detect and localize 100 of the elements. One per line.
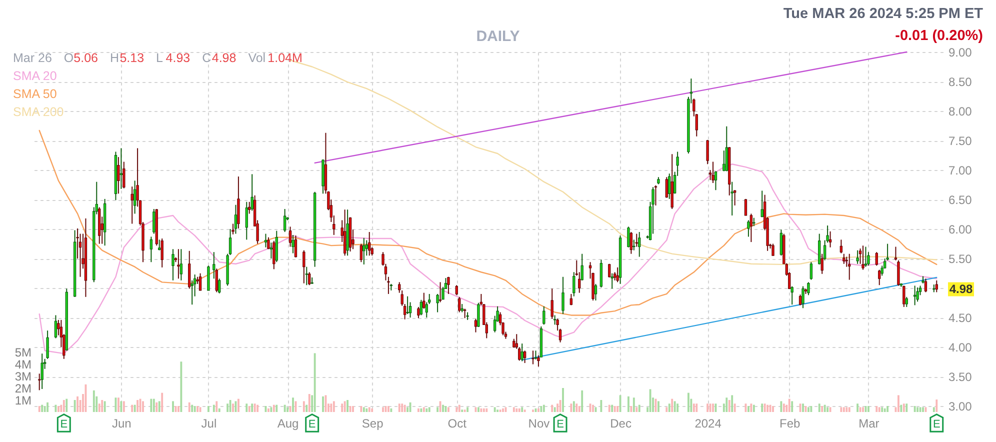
- candlestick: [425, 302, 428, 318]
- y2-tick-label: 2M: [14, 382, 32, 396]
- candlestick: [272, 240, 276, 270]
- candlestick: [532, 350, 534, 365]
- candlestick: [632, 239, 636, 251]
- y2-tick-label: 4M: [14, 358, 32, 372]
- candlestick: [924, 278, 928, 293]
- candlestick: [668, 173, 671, 200]
- candlestick: [360, 243, 363, 263]
- candlestick: [474, 318, 478, 333]
- candlestick: [630, 232, 633, 254]
- y-tick-label: 4.00: [948, 340, 972, 355]
- candlestick: [864, 246, 868, 268]
- candlestick: [207, 265, 210, 291]
- candlestick: [294, 235, 298, 258]
- candlestick: [828, 230, 832, 248]
- candlestick: [458, 296, 461, 313]
- candlestick: [722, 150, 726, 172]
- candlestick: [802, 286, 804, 309]
- candlestick: [477, 302, 480, 328]
- candlestick: [275, 230, 278, 263]
- candlestick: [862, 245, 864, 270]
- candlestick: [534, 350, 538, 360]
- candlestick: [455, 284, 458, 296]
- candlestick: [894, 246, 898, 261]
- candlestick: [848, 253, 851, 280]
- annotation: H: [110, 51, 120, 65]
- candlestick: [117, 156, 120, 194]
- x-tick-label: Jun: [112, 416, 132, 430]
- candlestick: [158, 239, 161, 251]
- candlestick: [422, 292, 426, 310]
- candlestick: [635, 233, 638, 248]
- candlestick: [38, 373, 41, 391]
- text: SMA 200: [13, 105, 64, 119]
- candlestick: [292, 234, 294, 254]
- candlestick: [152, 208, 156, 234]
- y-tick-label: 9.00: [948, 46, 972, 60]
- candlestick: [130, 186, 134, 224]
- y-tick-label: 7.50: [948, 134, 972, 148]
- annotation: 5.06: [74, 51, 98, 65]
- candlestick: [902, 285, 906, 308]
- candlestick: [368, 232, 371, 256]
- candlestick: [54, 314, 58, 339]
- candlestick: [820, 253, 824, 274]
- candlestick: [362, 237, 366, 265]
- candlestick: [46, 330, 49, 360]
- y-tick-label: 4.50: [948, 311, 972, 326]
- annotation: 1.04M: [268, 51, 302, 65]
- candlestick: [245, 201, 248, 240]
- x-tick-label: 2024: [694, 416, 722, 430]
- candlestick: [343, 209, 346, 256]
- candlestick: [772, 243, 774, 256]
- candlestick: [212, 252, 216, 280]
- candlestick: [780, 229, 783, 256]
- annotation: 4.93: [166, 51, 190, 65]
- candlestick: [665, 176, 668, 198]
- candlestick: [790, 286, 794, 306]
- candlestick: [177, 248, 180, 280]
- candlestick: [627, 226, 630, 248]
- candlestick: [438, 282, 442, 303]
- candlestick: [638, 232, 641, 258]
- candlestick: [807, 282, 810, 296]
- candlestick: [594, 283, 598, 301]
- candlestick: [733, 190, 736, 206]
- y2-tick-label: 1M: [14, 394, 32, 408]
- annotation: Vol: [248, 51, 266, 65]
- y2-tick-label: 3M: [14, 370, 32, 384]
- annotation: E: [308, 418, 316, 430]
- candlestick: [608, 263, 611, 278]
- x-tick-label: Jul: [201, 416, 217, 430]
- x-tick-label: Nov: [528, 416, 550, 430]
- candlestick: [725, 126, 728, 172]
- candlestick: [288, 226, 292, 248]
- text: SMA 20: [13, 69, 57, 83]
- candlestick: [523, 350, 526, 364]
- candlestick: [905, 296, 908, 308]
- x-tick-label: Feb: [780, 416, 801, 430]
- candlestick: [218, 278, 221, 294]
- candlestick: [172, 248, 174, 281]
- candlestick: [180, 248, 183, 281]
- text: SMA 50: [13, 87, 57, 101]
- candlestick: [302, 250, 306, 284]
- candlestick: [188, 250, 191, 290]
- candlestick: [308, 272, 311, 286]
- x-tick-label: Sep: [362, 416, 384, 430]
- candlestick: [714, 170, 718, 191]
- candlestick: [198, 272, 202, 291]
- candlestick: [520, 343, 524, 362]
- candlestick: [610, 272, 614, 290]
- candlestick: [250, 174, 254, 212]
- x-tick-label: Mar: [858, 416, 880, 430]
- candlestick: [215, 268, 218, 293]
- candlestick: [744, 198, 748, 216]
- annotation: 4.98: [212, 51, 236, 65]
- y-tick-label: 3.50: [948, 370, 972, 384]
- candlestick: [875, 252, 878, 266]
- y-tick-label: 7.00: [948, 164, 972, 178]
- candlestick: [436, 293, 439, 313]
- candlestick: [654, 184, 658, 206]
- candlestick: [406, 296, 409, 315]
